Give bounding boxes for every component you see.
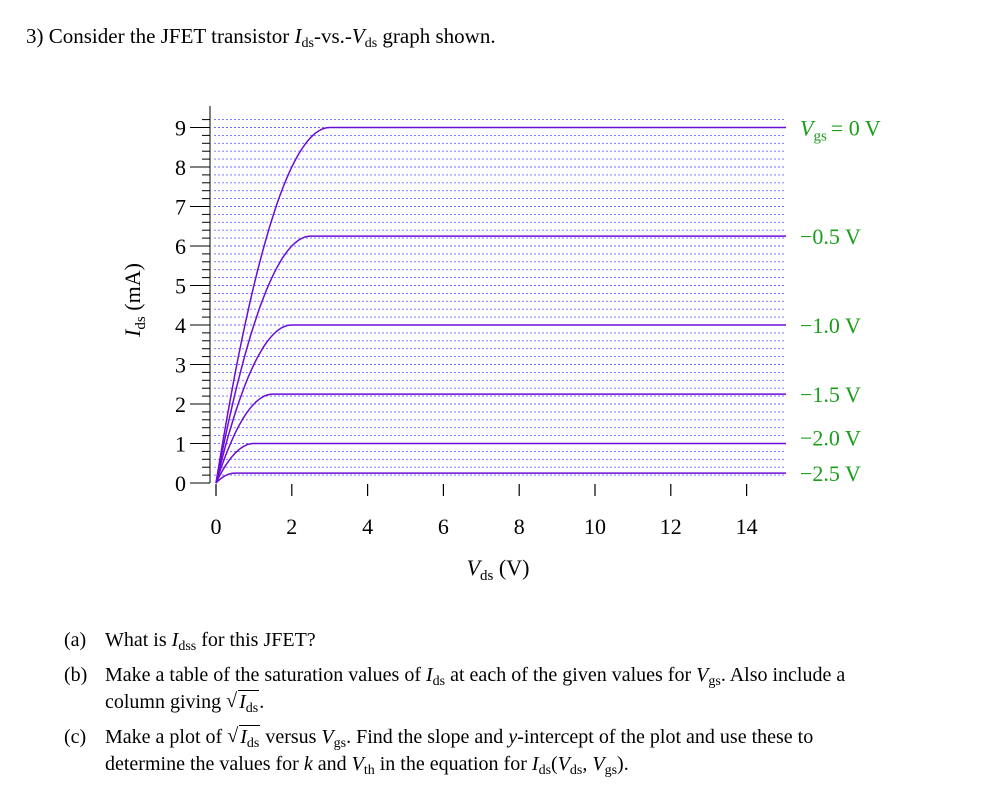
ids-subscript: ds [538, 763, 552, 778]
y-symbol: y [508, 726, 518, 748]
question-c-text-7: in the equation for [374, 753, 532, 775]
question-c-text-2: versus [260, 726, 322, 748]
question-c-text-6: and [312, 753, 352, 775]
y-axis-label: Ids (mA) [120, 263, 149, 338]
header-x-subscript: ds [364, 36, 378, 51]
ids-symbol: I [240, 726, 247, 748]
y-tick-label: 8 [175, 155, 186, 180]
question-c-label: (c) [64, 726, 87, 748]
question-c-text-3: . Find the slope and [346, 726, 509, 748]
series-label: −2.0 V [800, 426, 861, 451]
y-tick-label: 4 [175, 313, 186, 338]
series-labels: Vgs = 0 V −0.5 V −1.0 V −1.5 V −2.0 V −2.5 V [800, 116, 881, 487]
question-c: (c) Make a plot of √ Ids versus Vgs. Find… [64, 725, 944, 779]
chart-axes [190, 106, 748, 496]
iv-curve [215, 235, 786, 484]
questions: (a) What is Idss for this JFET? (b) Make… [64, 628, 944, 787]
question-a-label: (a) [64, 629, 87, 651]
x-tick-label: 12 [660, 514, 682, 539]
y-tick-label: 5 [175, 274, 186, 299]
header-x-symbol: V [351, 24, 365, 48]
x-axis-label: Vds (V) [467, 555, 530, 584]
sqrt-radical: √ [227, 725, 239, 747]
header-y-symbol: I [294, 24, 302, 48]
grid-lines [214, 119, 786, 476]
y-tick-label: 1 [175, 432, 186, 457]
question-b-text-3: . Also include a [720, 664, 846, 686]
ids-symbol: I [239, 691, 246, 713]
iv-curve [215, 393, 786, 484]
header-text-prefix: Consider the JFET transistor [48, 24, 295, 48]
iv-curve [215, 126, 786, 484]
y-tick-label: 7 [175, 195, 186, 220]
header-y-subscript: ds [301, 36, 314, 51]
vds-symbol: V [557, 753, 570, 775]
x-tick-label: 2 [286, 514, 297, 539]
x-tick-label: 6 [438, 514, 449, 539]
vgs-subscript: gs [708, 674, 721, 689]
series-label: −1.5 V [800, 382, 861, 407]
header-text-suffix: graph shown. [377, 24, 496, 48]
sqrt-radical: √ [226, 690, 238, 712]
series-label: Vgs = 0 V [800, 116, 881, 145]
y-tick-label: 9 [175, 116, 186, 141]
x-tick-label: 4 [362, 514, 373, 539]
question-a-text: What is [105, 629, 172, 651]
question-c-text-5: determine the values for [105, 753, 304, 775]
paren-open: ( [551, 753, 558, 775]
x-tick-label: 8 [514, 514, 525, 539]
vgs-symbol: V [592, 753, 605, 775]
ids-symbol: I [531, 753, 539, 775]
question-b-text-end: . [259, 691, 265, 713]
series-label: −1.0 V [800, 313, 861, 338]
vgs-subscript: gs [604, 763, 618, 778]
k-symbol: k [303, 753, 313, 775]
header-text-mid: -vs.- [313, 24, 352, 48]
question-c-text: Make a plot of [105, 726, 228, 748]
question-b-text-2: at each of the given values for [445, 664, 697, 686]
jfet-iv-chart: Vgs = 0 V −0.5 V −1.0 V −1.5 V −2.0 V −2.5 V 0… [120, 106, 881, 584]
comma: , [582, 753, 593, 775]
series-label: −0.5 V [800, 224, 861, 249]
iv-curve [215, 442, 786, 484]
question-b-text: Make a table of the saturation values of [105, 664, 426, 686]
vgs-subscript: gs [333, 736, 347, 751]
vds-subscript: ds [569, 763, 583, 778]
vgs-symbol: V [696, 664, 709, 686]
ids-subscript: ds [246, 736, 260, 751]
x-tick-label: 14 [736, 514, 758, 539]
y-tick-label: 2 [175, 392, 186, 417]
vth-symbol: V [351, 753, 364, 775]
question-c-text-4: -intercept of the plot and use these to [517, 726, 814, 748]
x-tick-label: 10 [584, 514, 606, 539]
y-tick-label: 3 [175, 353, 186, 378]
question-a: (a) What is Idss for this JFET? [64, 628, 944, 655]
iv-curves [215, 126, 786, 484]
x-tick-label: 0 [211, 514, 222, 539]
idss-symbol: I [171, 629, 179, 651]
vth-subscript: th [363, 763, 375, 778]
y-tick-label: 0 [175, 471, 186, 496]
y-tick-label: 6 [175, 234, 186, 259]
sqrt-ids: √ Ids [226, 690, 260, 717]
problem-number: 3) [26, 24, 44, 48]
question-b: (b) Make a table of the saturation value… [64, 663, 944, 717]
iv-curve [215, 324, 786, 484]
iv-curve [215, 472, 786, 484]
ids-symbol: I [426, 664, 433, 686]
idss-subscript: dss [178, 639, 197, 654]
question-b-text-4: column giving [105, 691, 227, 713]
question-b-label: (b) [64, 664, 88, 686]
sqrt-ids: √ Ids [227, 725, 261, 752]
ids-subscript: ds [245, 701, 259, 716]
paren-close: ). [617, 753, 629, 775]
question-a-text-end: for this JFET? [196, 629, 316, 651]
vgs-symbol: V [321, 726, 334, 748]
series-label: −2.5 V [800, 461, 861, 486]
problem-header: 3) Consider the JFET transistor Ids-vs.-… [26, 24, 496, 51]
ids-subscript: ds [432, 674, 446, 689]
